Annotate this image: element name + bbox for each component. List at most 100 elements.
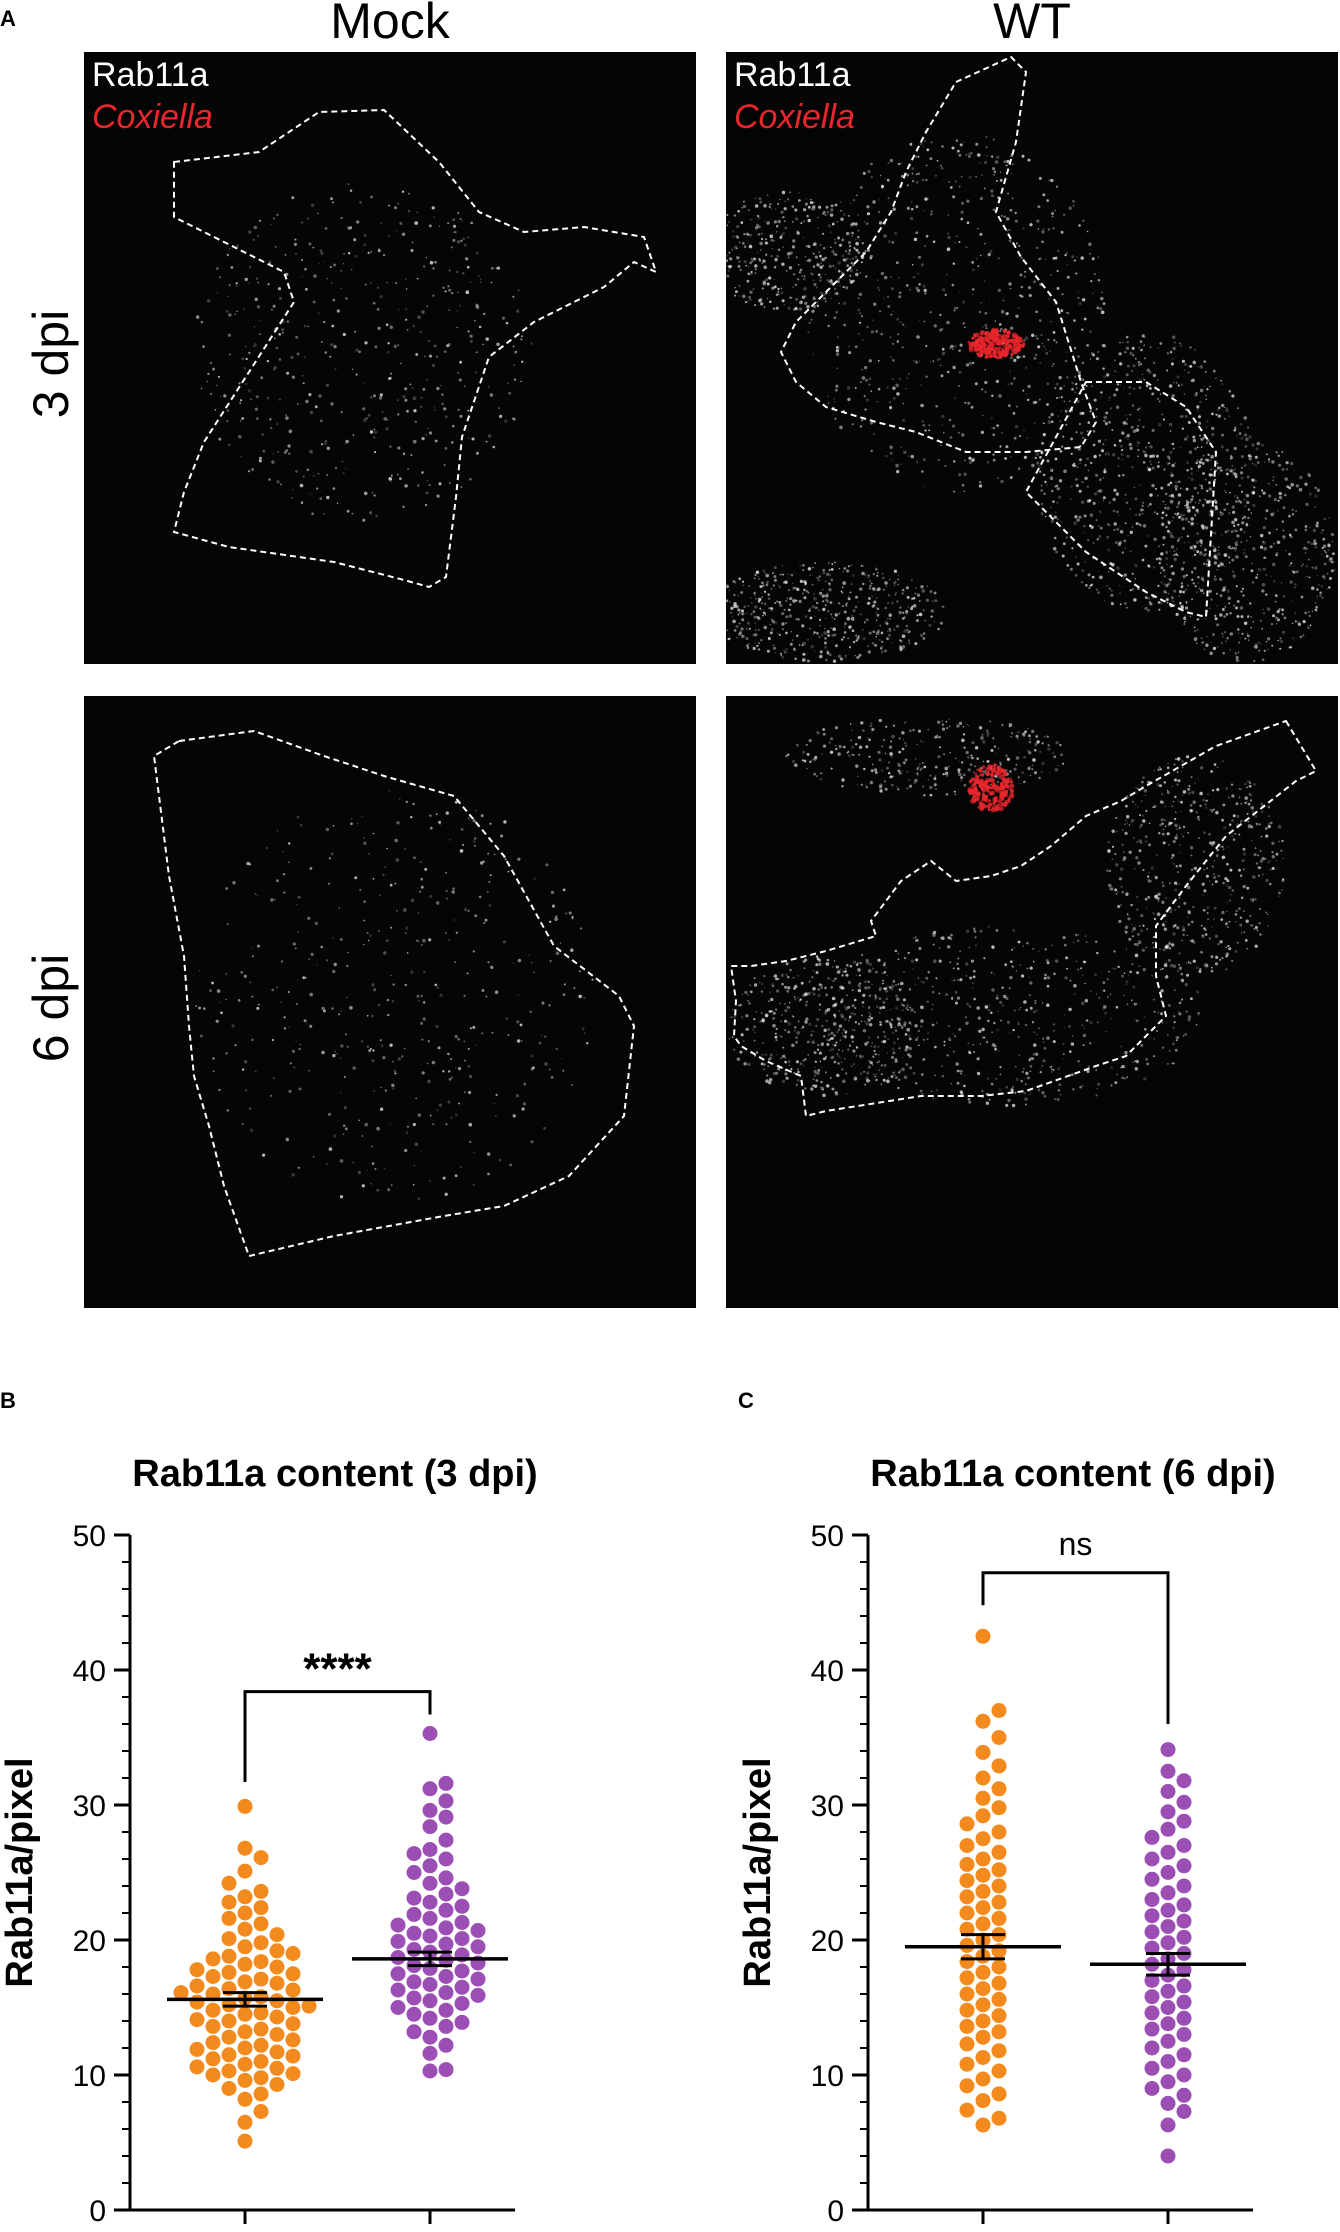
rab11a-puncta: [1190, 939, 1195, 943]
rab11a-puncta: [878, 289, 880, 291]
rab11a-puncta: [1177, 539, 1180, 542]
rab11a-puncta: [417, 912, 420, 914]
rab11a-puncta: [853, 1012, 856, 1016]
rab11a-puncta: [1108, 869, 1112, 873]
rab11a-puncta: [428, 431, 433, 435]
rab11a-puncta: [853, 247, 856, 250]
rab11a-puncta: [1288, 564, 1292, 567]
rab11a-puncta: [1243, 552, 1246, 555]
rab11a-puncta: [1203, 548, 1207, 552]
rab11a-puncta: [211, 981, 214, 985]
rab11a-puncta: [765, 573, 769, 578]
rab11a-puncta: [339, 1057, 342, 1060]
rab11a-puncta: [960, 176, 963, 178]
rab11a-puncta: [998, 1088, 1002, 1091]
rab11a-puncta: [922, 1058, 925, 1061]
rab11a-puncta: [1108, 420, 1111, 424]
rab11a-puncta: [734, 294, 737, 297]
rab11a-puncta: [1226, 879, 1230, 883]
rab11a-puncta: [1142, 449, 1145, 453]
rab11a-puncta: [1052, 1069, 1055, 1071]
rab11a-puncta: [328, 1147, 333, 1151]
rab11a-puncta: [1136, 587, 1140, 590]
rab11a-puncta: [1219, 466, 1222, 469]
rab11a-puncta: [815, 1024, 818, 1027]
rab11a-puncta: [927, 1032, 929, 1034]
rab11a-puncta: [1206, 420, 1209, 423]
rab11a-puncta: [541, 1001, 545, 1005]
rab11a-puncta: [946, 247, 951, 251]
rab11a-puncta: [879, 310, 882, 313]
rab11a-puncta: [1107, 978, 1109, 980]
rab11a-puncta: [973, 1051, 975, 1053]
rab11a-puncta: [1053, 536, 1057, 540]
rab11a-puncta: [951, 980, 953, 982]
rab11a-puncta: [893, 397, 896, 400]
rab11a-puncta: [1179, 415, 1183, 418]
rab11a-puncta: [968, 175, 972, 179]
rab11a-puncta: [1041, 1064, 1044, 1067]
rab11a-puncta: [1121, 431, 1125, 435]
rab11a-puncta: [1089, 1042, 1092, 1045]
rab11a-puncta: [1046, 1003, 1050, 1007]
rab11a-puncta: [1056, 287, 1060, 290]
rab11a-puncta: [1136, 806, 1139, 808]
rab11a-puncta: [1108, 396, 1111, 399]
rab11a-puncta: [292, 488, 294, 491]
rab11a-puncta: [900, 162, 902, 165]
rab11a-puncta: [475, 303, 479, 307]
rab11a-puncta: [1186, 755, 1190, 759]
rab11a-puncta: [1159, 600, 1162, 604]
coxiella-particle: [1003, 353, 1008, 358]
rab11a-puncta: [487, 852, 490, 855]
rab11a-puncta: [898, 277, 900, 279]
rab11a-puncta: [405, 932, 407, 934]
rab11a-puncta: [1039, 1071, 1042, 1074]
rab11a-puncta: [583, 996, 586, 1000]
rab11a-puncta: [457, 291, 459, 294]
rab11a-puncta: [793, 647, 796, 650]
rab11a-puncta: [856, 194, 858, 196]
rab11a-puncta: [1178, 824, 1181, 827]
rab11a-puncta: [1301, 634, 1305, 637]
rab11a-puncta: [1055, 484, 1059, 488]
rab11a-puncta: [1278, 895, 1280, 898]
rab11a-puncta: [254, 893, 257, 895]
rab11a-puncta: [460, 828, 464, 831]
rab11a-puncta: [1239, 501, 1243, 504]
rab11a-puncta: [1189, 846, 1194, 850]
rab11a-puncta: [956, 978, 960, 982]
rab11a-puncta: [426, 1062, 429, 1065]
rab11a-puncta: [1138, 419, 1141, 422]
rab11a-puncta: [1201, 579, 1203, 581]
rab11a-puncta: [1105, 1031, 1107, 1033]
rab11a-puncta: [1193, 866, 1197, 871]
rab11a-puncta: [925, 178, 928, 182]
rab11a-puncta: [1265, 574, 1268, 577]
rab11a-puncta: [1324, 551, 1327, 554]
rab11a-puncta: [818, 205, 822, 209]
rab11a-puncta: [404, 848, 406, 850]
rab11a-puncta: [1327, 548, 1330, 551]
rab11a-puncta: [1077, 1060, 1080, 1063]
rab11a-puncta: [772, 307, 776, 310]
rab11a-puncta: [855, 639, 858, 642]
rab11a-puncta: [456, 240, 461, 244]
rab11a-puncta: [996, 1028, 999, 1031]
rab11a-puncta: [369, 511, 373, 515]
rab11a-puncta: [881, 631, 883, 633]
rab11a-puncta: [1132, 429, 1137, 433]
rab11a-puncta: [1041, 1091, 1045, 1095]
rab11a-puncta: [1230, 893, 1232, 896]
rab11a-puncta: [963, 1084, 966, 1088]
rab11a-puncta: [1199, 365, 1203, 369]
rab11a-puncta: [1262, 491, 1266, 495]
rab11a-puncta: [869, 584, 872, 587]
rab11a-puncta: [1230, 470, 1235, 474]
rab11a-puncta: [1005, 164, 1008, 167]
rab11a-puncta: [1183, 901, 1187, 905]
rab11a-puncta: [1256, 573, 1259, 576]
rab11a-puncta: [922, 981, 925, 984]
rab11a-puncta: [407, 468, 409, 470]
rab11a-puncta: [769, 234, 774, 239]
